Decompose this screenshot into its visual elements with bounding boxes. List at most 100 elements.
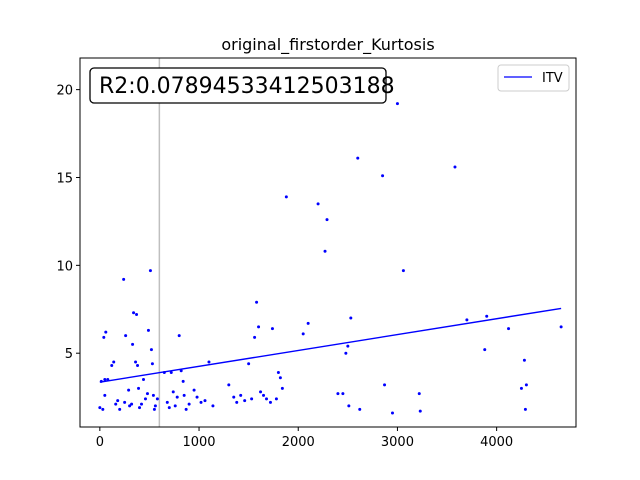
data-point xyxy=(127,388,131,392)
data-point xyxy=(124,334,128,338)
data-point xyxy=(175,395,179,399)
data-point xyxy=(211,404,215,408)
y-tick-label: 5 xyxy=(65,347,73,362)
data-point xyxy=(132,311,136,315)
data-point xyxy=(349,316,353,320)
data-point xyxy=(358,407,362,411)
data-point xyxy=(149,348,153,352)
legend: ITV xyxy=(497,64,570,92)
data-point xyxy=(301,332,305,336)
data-point xyxy=(247,362,251,366)
data-point xyxy=(141,378,145,382)
r2-annotation: R2:0.07894533412503188 xyxy=(89,67,395,104)
data-point xyxy=(171,390,175,394)
data-point xyxy=(136,364,140,367)
data-point xyxy=(143,397,147,401)
data-point xyxy=(401,269,405,273)
y-tick-label: 20 xyxy=(56,84,73,99)
data-point xyxy=(165,400,169,404)
data-point xyxy=(276,371,280,375)
data-point xyxy=(239,393,243,397)
data-point xyxy=(255,300,259,304)
legend-label-itv: ITV xyxy=(542,71,563,86)
data-point xyxy=(519,386,523,390)
fit-line xyxy=(99,307,562,383)
data-point xyxy=(346,344,350,348)
r2-annotation-text: R2:0.07894533412503188 xyxy=(99,74,395,99)
data-point xyxy=(270,327,274,331)
data-point xyxy=(268,400,272,404)
y-tick-label: 10 xyxy=(56,259,73,274)
data-point xyxy=(356,156,360,160)
data-point xyxy=(257,325,261,329)
data-point xyxy=(323,249,327,253)
data-point xyxy=(140,402,144,406)
data-point xyxy=(306,321,310,325)
data-point xyxy=(227,383,231,387)
data-point xyxy=(128,404,132,408)
data-point xyxy=(148,269,152,273)
data-point xyxy=(135,313,139,317)
data-point xyxy=(114,402,118,406)
data-point xyxy=(278,376,282,380)
data-point xyxy=(195,395,199,399)
data-point xyxy=(187,402,191,406)
data-point xyxy=(259,390,263,394)
data-point xyxy=(134,360,138,364)
data-point xyxy=(243,399,247,403)
data-point xyxy=(199,400,203,404)
data-point xyxy=(192,388,196,392)
data-point xyxy=(383,383,387,387)
data-point xyxy=(152,407,156,411)
data-point xyxy=(173,404,177,408)
data-point xyxy=(110,364,114,367)
data-point xyxy=(98,406,102,410)
data-point xyxy=(390,411,394,415)
data-point xyxy=(153,404,157,408)
data-point xyxy=(169,371,173,375)
data-point xyxy=(182,393,186,397)
data-point xyxy=(347,404,351,408)
data-point xyxy=(524,383,528,387)
r2-annotation-box xyxy=(89,67,387,104)
data-point xyxy=(336,392,340,396)
x-tick-label: 3000 xyxy=(381,435,414,450)
x-tick-label: 1000 xyxy=(182,435,215,450)
data-point xyxy=(418,409,422,413)
data-point xyxy=(381,174,385,178)
data-point xyxy=(155,397,159,401)
data-point xyxy=(177,334,181,338)
data-point xyxy=(232,395,236,399)
data-point xyxy=(507,327,511,331)
data-point xyxy=(453,165,457,169)
data-point xyxy=(122,277,126,281)
x-tick-label: 4000 xyxy=(480,435,513,450)
data-point xyxy=(485,314,489,318)
plot-frame xyxy=(79,57,577,428)
data-point xyxy=(150,362,154,366)
data-point xyxy=(483,348,487,352)
data-point xyxy=(179,369,183,373)
x-tick-label: 0 xyxy=(96,435,104,450)
data-point xyxy=(341,392,345,396)
data-point xyxy=(559,325,563,329)
data-point xyxy=(103,378,107,382)
data-point xyxy=(250,397,254,401)
data-point xyxy=(522,358,526,362)
x-tick-label: 2000 xyxy=(282,435,315,450)
data-point xyxy=(118,407,122,411)
data-point xyxy=(465,318,469,322)
data-point xyxy=(280,386,284,390)
data-point xyxy=(264,397,268,401)
data-point xyxy=(253,335,257,339)
data-point xyxy=(130,402,134,406)
data-point xyxy=(523,407,527,411)
data-point xyxy=(417,392,421,396)
chart-title: original_firstorder_Kurtosis xyxy=(221,35,434,55)
data-point xyxy=(131,342,135,346)
data-point xyxy=(274,397,278,401)
data-point xyxy=(207,360,211,364)
data-point xyxy=(146,328,150,332)
data-point xyxy=(104,330,108,334)
